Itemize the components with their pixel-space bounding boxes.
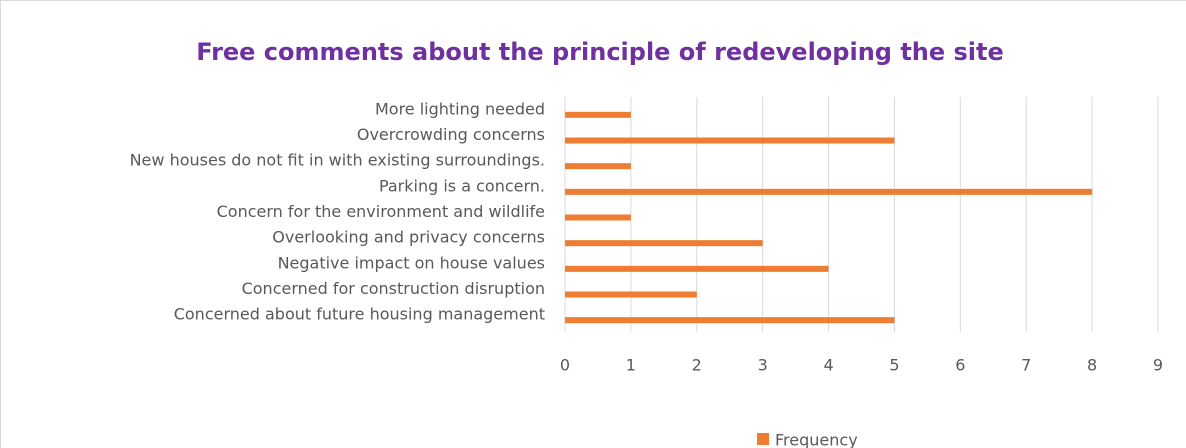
x-tick-label: 5 bbox=[889, 356, 899, 375]
bar bbox=[565, 265, 829, 272]
y-tick-label: More lighting needed bbox=[375, 99, 545, 118]
x-tick-label: 8 bbox=[1087, 356, 1097, 375]
bar bbox=[565, 291, 697, 298]
x-tick-label: 6 bbox=[955, 356, 965, 375]
bar bbox=[565, 137, 895, 144]
bar bbox=[565, 317, 895, 324]
y-tick-label: New houses do not fit in with existing s… bbox=[130, 151, 545, 170]
y-tick-label: Negative impact on house values bbox=[278, 253, 545, 272]
bar bbox=[565, 188, 1093, 195]
x-tick-label: 2 bbox=[692, 356, 702, 375]
y-tick-label: Concern for the environment and wildlife bbox=[217, 202, 545, 221]
x-tick-label: 9 bbox=[1153, 356, 1163, 375]
bar bbox=[565, 111, 631, 118]
legend-swatch bbox=[757, 433, 769, 445]
x-tick-label: 0 bbox=[560, 356, 570, 375]
y-tick-label: Overlooking and privacy concerns bbox=[272, 228, 545, 247]
chart-title: Free comments about the principle of red… bbox=[196, 38, 1004, 66]
x-tick-label: 7 bbox=[1021, 356, 1031, 375]
x-tick-label: 1 bbox=[626, 356, 636, 375]
y-tick-label: Parking is a concern. bbox=[379, 176, 545, 195]
x-tick-label: 4 bbox=[823, 356, 833, 375]
bar bbox=[565, 214, 631, 221]
legend-label: Frequency bbox=[775, 431, 858, 448]
bar bbox=[565, 240, 763, 247]
y-tick-label: Concerned for construction disruption bbox=[242, 279, 545, 298]
y-tick-label: Overcrowding concerns bbox=[357, 125, 545, 144]
x-tick-label: 3 bbox=[758, 356, 768, 375]
y-tick-label: Concerned about future housing managemen… bbox=[174, 305, 545, 324]
bar bbox=[565, 163, 631, 170]
